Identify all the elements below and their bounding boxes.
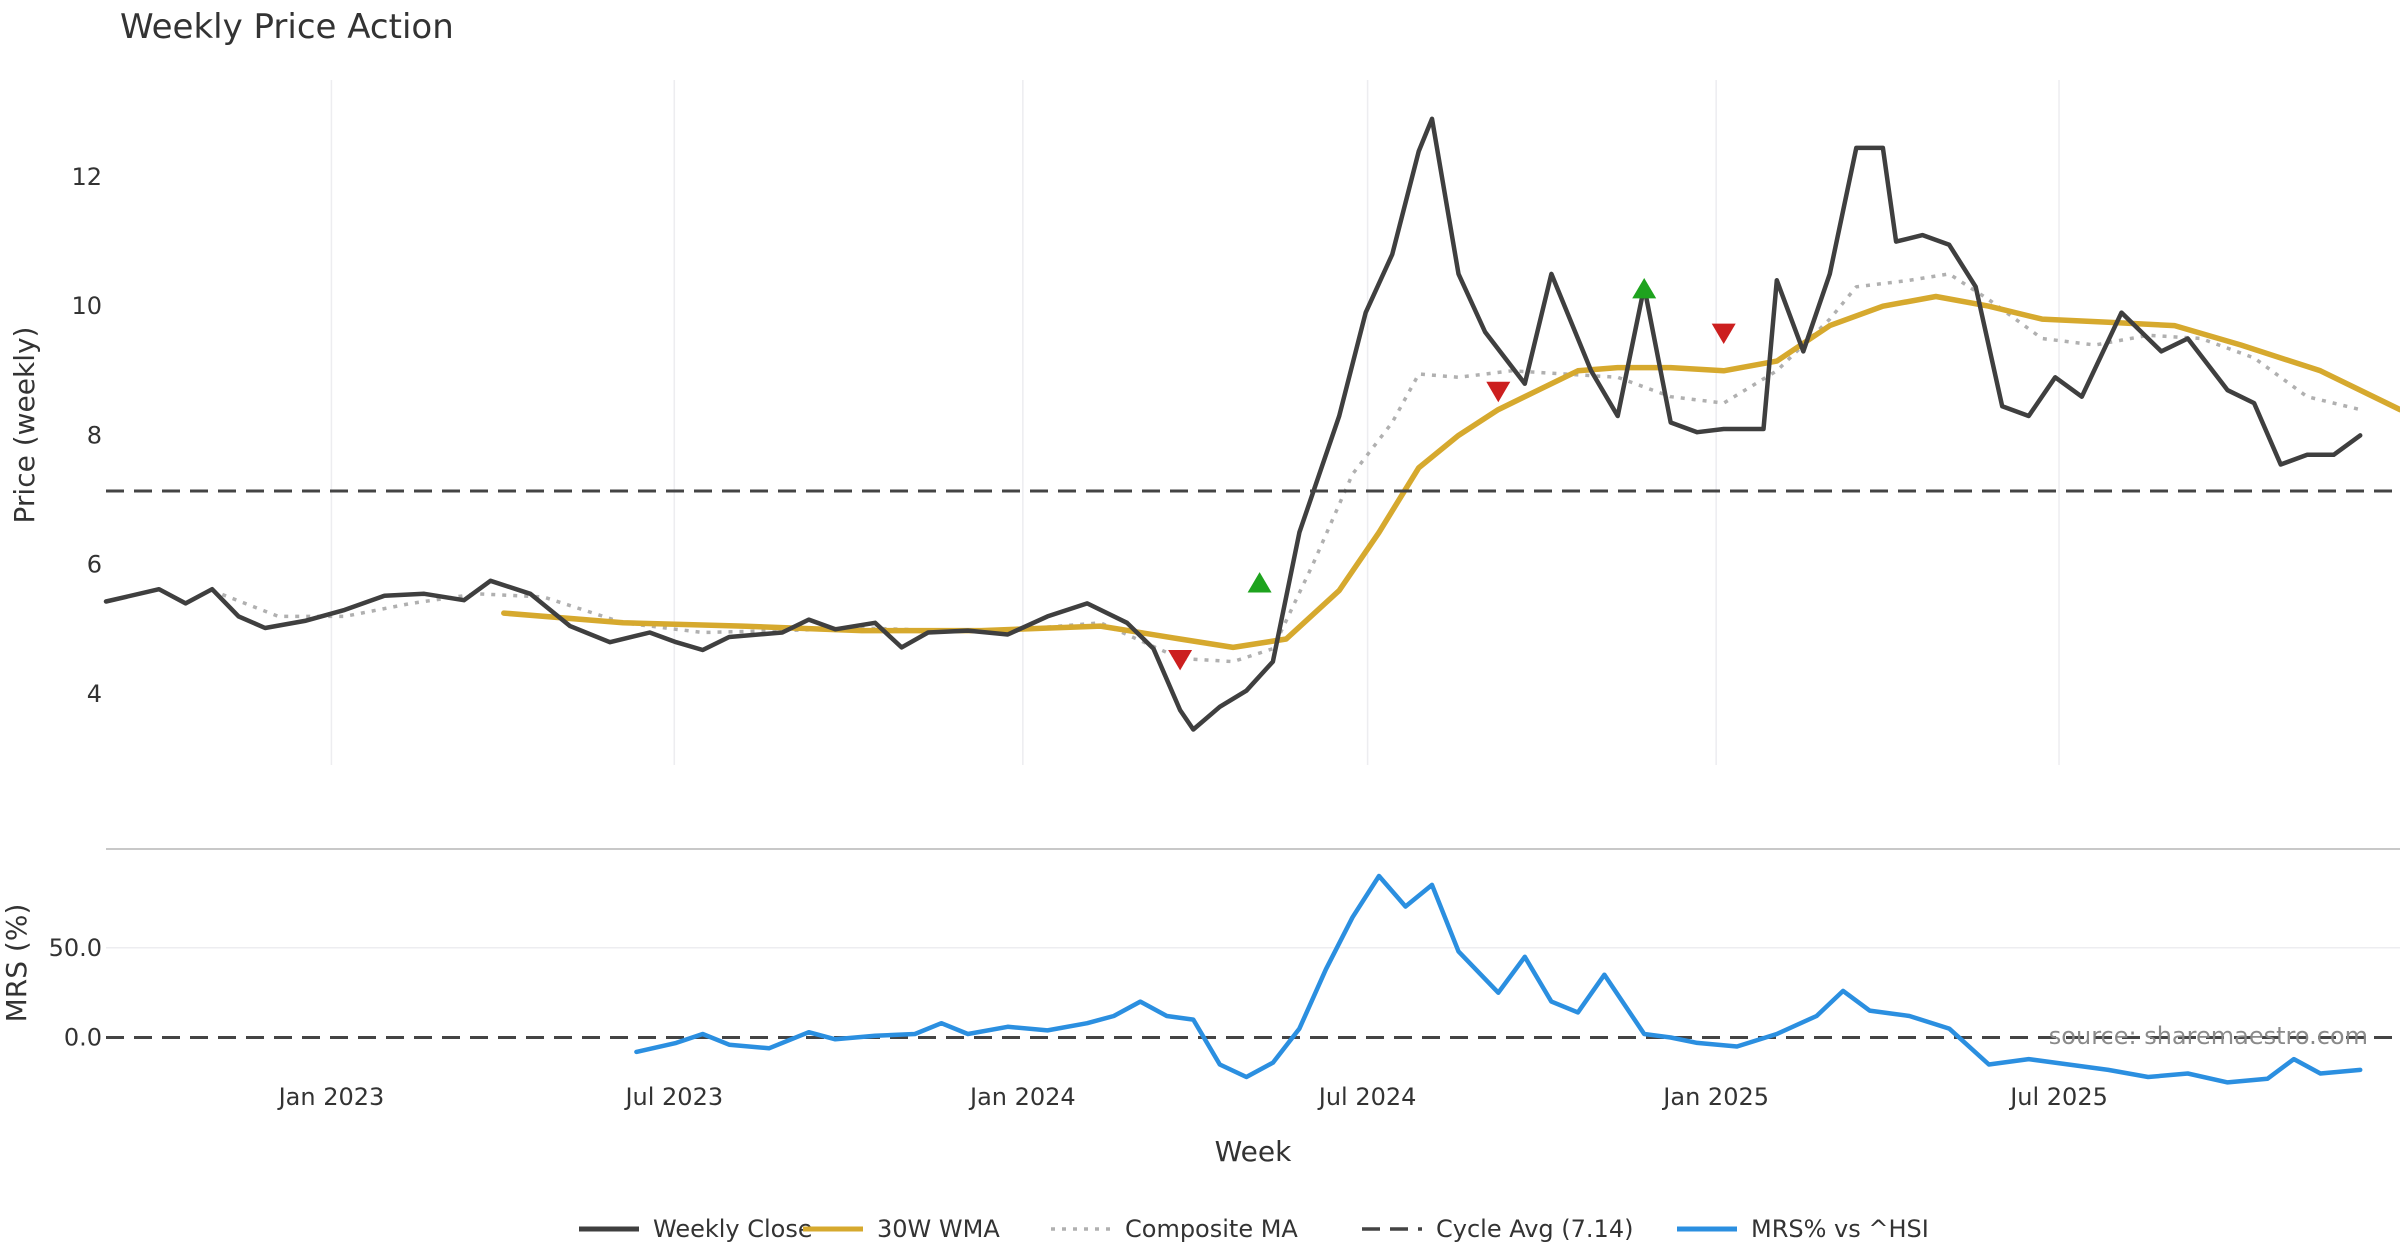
source-note: source: sharemaestro.com (2049, 1022, 2368, 1050)
x-tick-label-1: Jul 2023 (623, 1083, 723, 1111)
mrs-y-tick-0: 0.0 (64, 1024, 102, 1052)
chart-title: Weekly Price Action (120, 7, 454, 47)
series-line-weekly-close (103, 116, 2363, 732)
price-y-tick-3: 10 (71, 292, 102, 320)
series-line-30w-wma (501, 293, 2400, 651)
signal-marker-up-3 (1632, 278, 1657, 299)
price-y-axis-label: Price (weekly) (8, 327, 41, 524)
legend-label-cycle-avg-7-14: Cycle Avg (7.14) (1436, 1215, 1633, 1243)
signal-marker-down-2 (1486, 381, 1511, 403)
signal-marker-up-1 (1247, 572, 1272, 593)
price-y-tick-1: 6 (87, 551, 102, 579)
x-tick-label-5: Jul 2025 (2008, 1083, 2108, 1111)
price-y-tick-0: 4 (87, 680, 102, 708)
x-tick-label-2: Jan 2024 (968, 1083, 1076, 1111)
x-tick-label-0: Jan 2023 (277, 1083, 385, 1111)
legend-label-weekly-close: Weekly Close (653, 1215, 813, 1243)
mrs-y-tick-1: 50.0 (49, 934, 102, 962)
legend-label-mrs-vs-hsi: MRS% vs ^HSI (1751, 1215, 1929, 1243)
x-tick-labels: Jan 2023 Jul 2023 Jan 2024 Jul 2024 Jan 2025… (277, 1083, 2108, 1111)
series-line-mrs-vs-hsi (634, 873, 2363, 1085)
x-axis-label: Week (1215, 1135, 1292, 1168)
signal-marker-down-0 (1168, 650, 1193, 671)
legend-label-composite-ma: Composite MA (1125, 1215, 1298, 1243)
signal-marker-down-4 (1711, 323, 1736, 344)
chart-legend: Weekly Close 30W WMA Composite MA Cycle Avg… (579, 1215, 1929, 1243)
x-tick-label-3: Jul 2024 (1317, 1083, 1417, 1111)
mrs-panel: 0.0 50.0 (49, 873, 2400, 1085)
price-panel: 4 6 8 10 12 (71, 116, 2400, 732)
price-y-tick-2: 8 (87, 421, 102, 449)
price-y-tick-4: 12 (71, 163, 102, 191)
price-grid (330, 80, 2060, 765)
x-tick-label-4: Jan 2025 (1661, 1083, 1769, 1111)
legend-label-30w-wma: 30W WMA (877, 1215, 1000, 1243)
mrs-y-axis-label: MRS (%) (0, 904, 33, 1023)
